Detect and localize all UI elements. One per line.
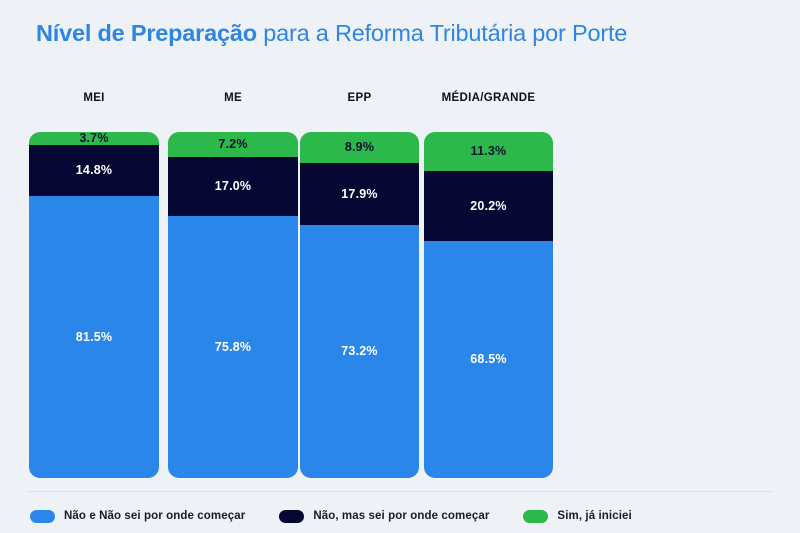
- bar-segment[interactable]: 73.2%: [300, 224, 419, 478]
- chart-title-emphasis: Nível de Preparação: [36, 20, 257, 46]
- chart-legend: Não e Não sei por onde começar Não, mas s…: [30, 505, 666, 527]
- bar-segment[interactable]: 81.5%: [29, 196, 159, 478]
- category-label: MÉDIA/GRANDE: [441, 92, 536, 104]
- segment-value-label: 17.9%: [341, 186, 378, 201]
- segment-value-label: 81.5%: [75, 329, 113, 344]
- segment-value-label: 7.2%: [218, 137, 248, 152]
- bar-segment[interactable]: 68.5%: [424, 240, 553, 478]
- segment-value-label: 75.8%: [214, 339, 252, 354]
- segment-value-label: 14.8%: [75, 163, 113, 178]
- legend-item[interactable]: Não, mas sei por onde começar: [279, 509, 490, 523]
- category-label: EPP: [347, 92, 372, 104]
- segment-value-label: 73.2%: [341, 344, 378, 359]
- bar-segment[interactable]: 20.2%: [424, 171, 553, 241]
- category-label: ME: [224, 92, 242, 104]
- segment-value-label: 68.5%: [470, 352, 507, 367]
- segment-value-label: 8.9%: [344, 140, 375, 155]
- bar-segment[interactable]: 7.2%: [168, 132, 298, 157]
- legend-item[interactable]: Não e Não sei por onde começar: [30, 509, 246, 523]
- legend-swatch-icon: [279, 509, 305, 523]
- bar-segment[interactable]: 17.9%: [300, 162, 419, 225]
- plot-area: MEI 3.7% 14.8% 81.5% ME 7.2% 17.0% 75.8% EPP 8.9%…: [29, 92, 553, 478]
- legend-label: Não, mas sei por onde começar: [313, 510, 490, 522]
- legend-swatch-icon: [30, 509, 55, 523]
- legend-divider: [28, 491, 772, 492]
- bar-segment[interactable]: 3.7%: [29, 132, 159, 145]
- legend-swatch-icon: [523, 509, 549, 523]
- stacked-bar[interactable]: 11.3% 20.2% 68.5%: [424, 132, 553, 478]
- segment-value-label: 3.7%: [79, 132, 109, 146]
- segment-value-label: 11.3%: [470, 144, 507, 159]
- legend-label: Sim, já iniciei: [557, 510, 632, 522]
- segment-value-label: 20.2%: [470, 198, 507, 213]
- stacked-bar[interactable]: 8.9% 17.9% 73.2%: [300, 132, 419, 478]
- stacked-bar[interactable]: 3.7% 14.8% 81.5%: [29, 132, 159, 478]
- legend-label: Não e Não sei por onde começar: [64, 510, 246, 522]
- legend-item[interactable]: Sim, já iniciei: [523, 509, 632, 523]
- bar-segment[interactable]: 17.0%: [168, 156, 298, 216]
- chart-title: Nível de Preparação para a Reforma Tribu…: [36, 20, 627, 47]
- category-label: MEI: [83, 92, 105, 104]
- bar-segment[interactable]: 75.8%: [168, 215, 298, 478]
- bar-segment[interactable]: 14.8%: [29, 144, 159, 196]
- chart-title-rest: para a Reforma Tributária por Porte: [256, 20, 628, 46]
- segment-value-label: 17.0%: [214, 179, 252, 194]
- stacked-bar[interactable]: 7.2% 17.0% 75.8%: [168, 132, 298, 478]
- bar-segment[interactable]: 8.9%: [300, 132, 419, 163]
- bar-segment[interactable]: 11.3%: [424, 132, 553, 172]
